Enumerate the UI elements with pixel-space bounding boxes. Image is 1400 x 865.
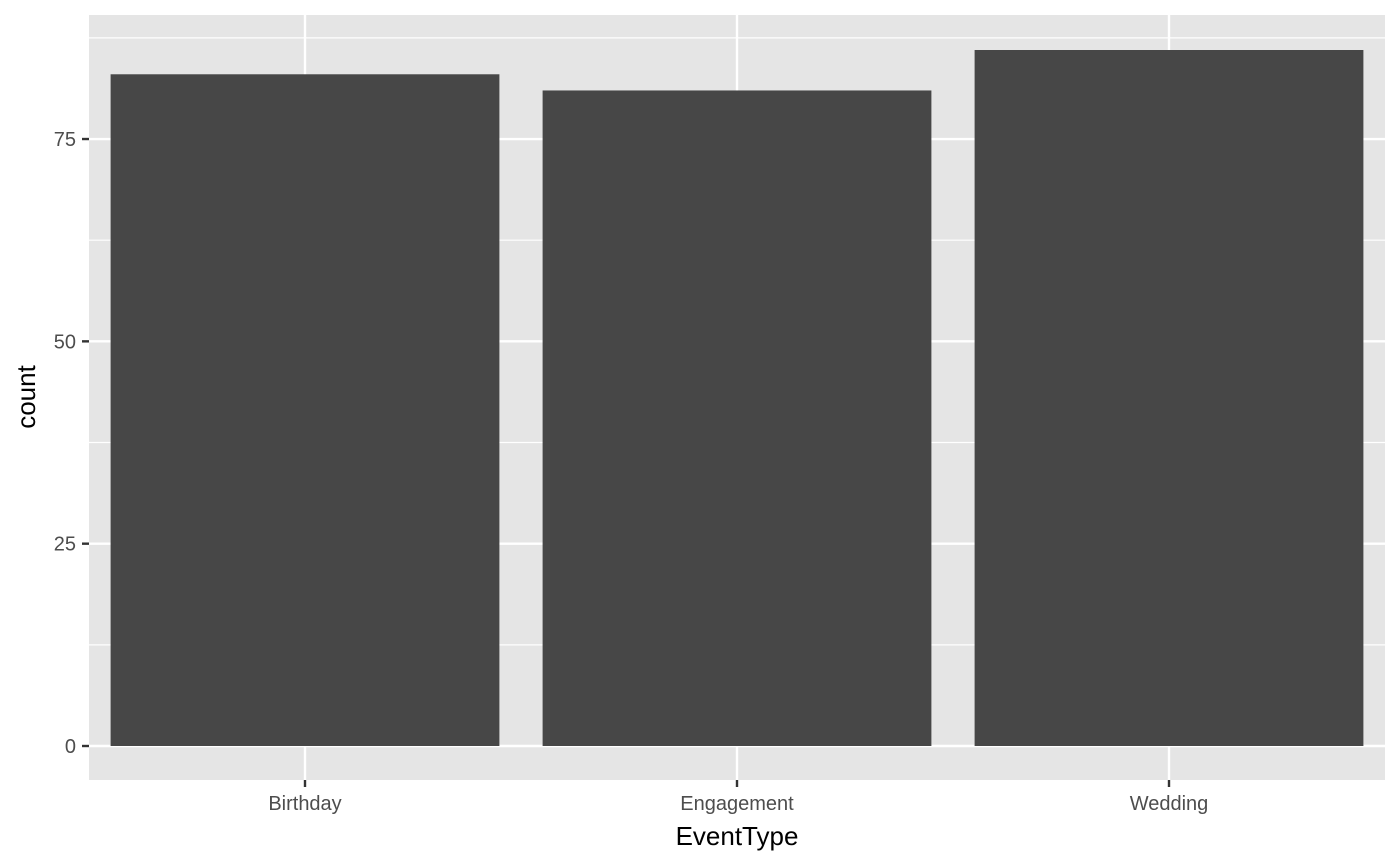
x-axis: Birthday Engagement Wedding <box>268 780 1208 815</box>
bar-engagement <box>542 90 932 747</box>
x-axis-title: EventType <box>676 821 799 851</box>
y-tick-label: 50 <box>54 331 76 353</box>
bars <box>110 50 1364 747</box>
y-axis: 0 25 50 75 <box>54 129 89 758</box>
y-tick-label: 0 <box>65 736 76 758</box>
bar-wedding <box>974 50 1364 746</box>
y-tick-label: 75 <box>54 129 76 151</box>
x-tick-label: Engagement <box>680 793 794 815</box>
y-tick-label: 25 <box>54 534 76 556</box>
y-axis-title: count <box>11 364 41 428</box>
bar-birthday <box>110 74 500 746</box>
x-tick-label: Birthday <box>268 793 341 815</box>
x-tick-label: Wedding <box>1130 793 1209 815</box>
